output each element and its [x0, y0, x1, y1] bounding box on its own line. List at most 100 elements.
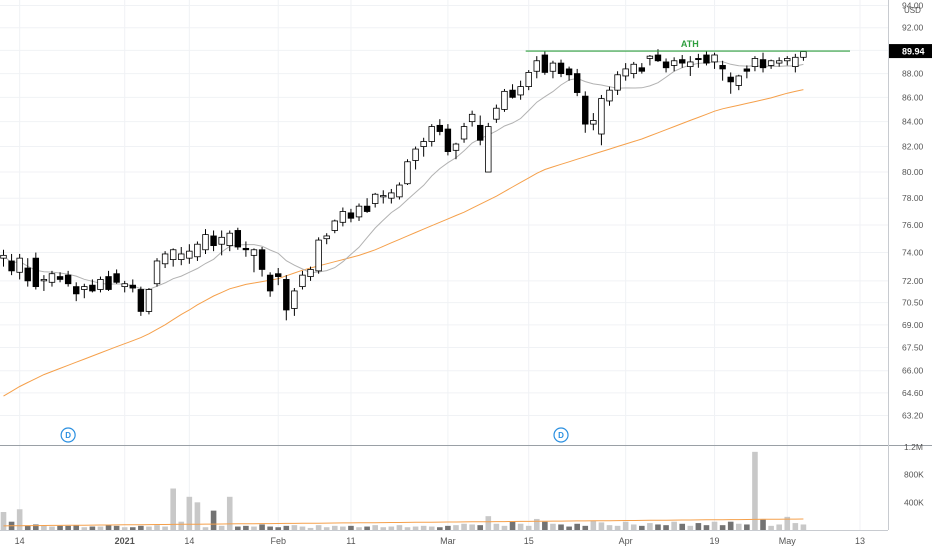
candle-body-down [703, 54, 710, 64]
candle-body-up [533, 60, 540, 72]
candle [226, 230, 233, 252]
candle-body-down [509, 89, 516, 98]
volume-tick-label: 800K [904, 470, 924, 480]
candle-body-down [743, 68, 751, 72]
volume-bar [299, 526, 306, 530]
volume-bar [542, 521, 548, 530]
volume-bar [719, 525, 726, 530]
last-price-tag-background [889, 44, 932, 59]
candle-body-down [258, 249, 266, 270]
candle [169, 248, 177, 267]
grid [0, 0, 888, 530]
dividend-marker[interactable]: D [60, 427, 76, 443]
candle [565, 66, 573, 81]
candle [161, 251, 169, 269]
candle [468, 110, 476, 127]
candle-body-down [73, 286, 80, 295]
volume-bar [388, 526, 395, 530]
price-axis[interactable]: USD 63.20 64.60 66.00 67.50 69.00 70.50 72.00 7… [902, 0, 924, 420]
candle-body-down [64, 274, 72, 285]
volume-bar [113, 525, 120, 530]
candle-body-up [468, 113, 476, 123]
volume-bar [558, 524, 564, 530]
volume-bar [235, 526, 241, 530]
candle-body-down [8, 260, 15, 272]
volume-bar [420, 525, 427, 530]
candle-body-up [606, 89, 613, 102]
candle-body-up [598, 98, 605, 135]
volume-bar [307, 527, 314, 530]
volume-bar [485, 516, 492, 530]
candle-body-up [315, 239, 322, 272]
candle [0, 249, 7, 267]
candle-body-down [24, 267, 31, 282]
volume-bar [16, 509, 23, 530]
candle-body-down [363, 205, 371, 212]
slow-moving-average-line [3, 89, 804, 397]
candle [250, 248, 258, 273]
volume-bar [404, 527, 411, 530]
volume-tick-label: 1.2M [904, 442, 923, 452]
volume-bar [41, 525, 47, 530]
candle-body-down [541, 54, 549, 73]
candle [687, 56, 694, 76]
candle [258, 246, 266, 277]
volume-bar [138, 525, 144, 530]
candle-body-up [800, 51, 807, 58]
price-tick-label: 74.00 [902, 248, 924, 258]
volume-axis[interactable]: 400K 800K 1.2M [904, 442, 924, 507]
candle-body-down [436, 124, 444, 132]
candle [363, 198, 371, 213]
candle-body-up [307, 269, 314, 277]
candle-body-down [573, 73, 581, 93]
volume-bar [453, 525, 459, 530]
time-axis[interactable]: 14 2021 14 Feb 11 Mar 15 Apr 19 May 13 [15, 536, 865, 546]
candle [703, 51, 710, 66]
candle [775, 57, 783, 67]
volume-bar [663, 525, 669, 530]
volume-bar [525, 525, 532, 530]
candle-body-down [444, 128, 452, 152]
candle [178, 246, 185, 266]
candle-body-up [339, 211, 347, 223]
candle [792, 53, 799, 73]
candle [557, 59, 565, 78]
candle-body-down [347, 212, 355, 219]
candle-body-up [161, 253, 169, 265]
volume-bar [33, 524, 39, 530]
candle-body-up [549, 62, 557, 72]
volume-bar [655, 524, 661, 530]
volume-bar [606, 525, 613, 530]
price-tick-label: 94.00 [902, 0, 924, 10]
volume-bar [582, 525, 589, 530]
volume-bar [566, 526, 572, 530]
dividend-marker[interactable]: D [553, 427, 569, 443]
candle [517, 80, 524, 100]
candle [48, 270, 56, 287]
volume-bar [323, 527, 330, 530]
price-tick-label: 63.20 [902, 410, 924, 420]
candle [646, 54, 654, 66]
candle [331, 219, 338, 234]
candle [477, 115, 484, 146]
ath-annotation: ATH [525, 39, 850, 52]
candle [396, 182, 403, 200]
candle [97, 276, 104, 293]
volume-bar [372, 525, 378, 530]
candle [662, 58, 670, 73]
candle-body-up [767, 60, 775, 66]
volume-bar [509, 521, 516, 530]
candle [210, 230, 217, 252]
volume-bar [647, 523, 653, 530]
candle [129, 279, 136, 293]
candle [315, 237, 322, 274]
candle [371, 192, 379, 208]
candle [727, 72, 734, 94]
candle [598, 94, 605, 146]
price-tick-label: 66.00 [902, 366, 924, 376]
volume-bar [598, 522, 605, 530]
volume-bar [501, 525, 508, 530]
volume-bar [550, 523, 556, 530]
